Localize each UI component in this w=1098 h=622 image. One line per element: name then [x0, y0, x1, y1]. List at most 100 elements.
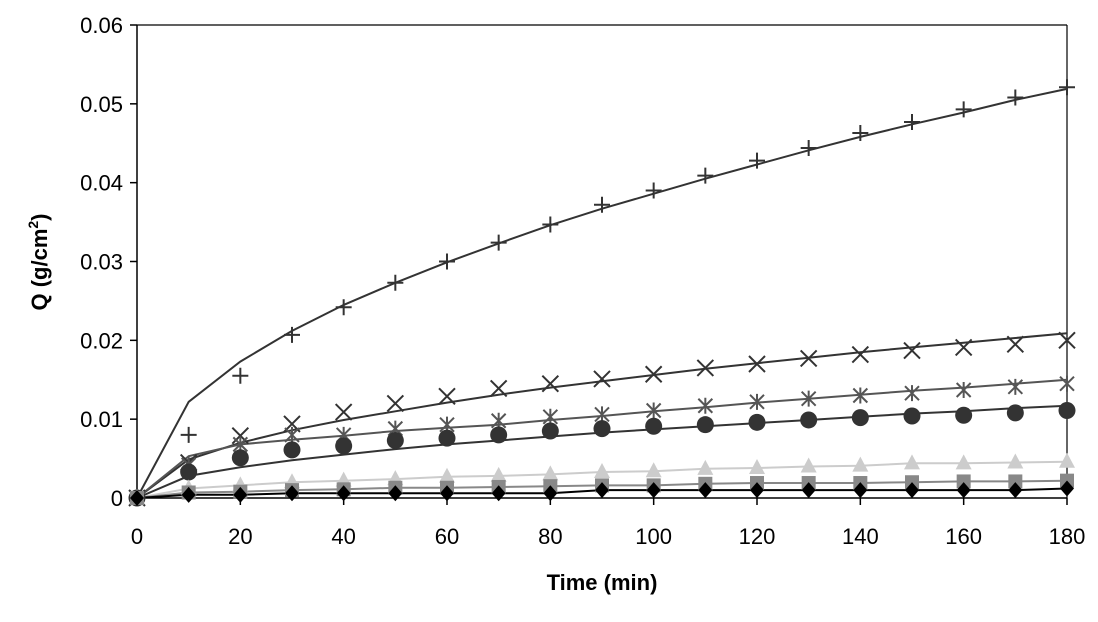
diamond-marker — [956, 482, 971, 499]
series-diamond — [130, 480, 1074, 506]
circle-marker — [645, 417, 663, 435]
plus-marker — [594, 196, 610, 213]
triangle-marker — [1007, 453, 1024, 469]
plus-marker — [697, 167, 714, 184]
cross-marker — [489, 379, 508, 398]
diamond-marker — [336, 485, 351, 502]
diamond-marker — [181, 486, 196, 503]
data-markers — [128, 79, 1076, 507]
triangle-marker — [800, 457, 817, 473]
cross-marker — [593, 370, 611, 388]
plus-marker — [852, 125, 869, 142]
x-tick-label: 160 — [945, 524, 982, 549]
plus-marker — [1059, 79, 1075, 96]
triangle-marker — [852, 456, 869, 472]
asterisk-marker — [852, 387, 869, 404]
x-tick-label: 20 — [228, 524, 252, 549]
asterisk-marker — [697, 397, 714, 414]
y-tick-label: 0.01 — [80, 407, 123, 432]
circle-marker — [1006, 404, 1024, 422]
circle-marker — [593, 420, 611, 438]
plus-marker — [749, 152, 765, 169]
diamond-marker — [543, 485, 558, 502]
cross-marker — [334, 403, 353, 421]
asterisk-marker — [904, 385, 920, 402]
plus-marker — [232, 367, 249, 384]
diamond-marker — [698, 482, 713, 499]
circle-marker — [180, 463, 198, 481]
y-axis-ticks: 0 0.01 0.02 0.03 0.04 0.05 0.06 — [80, 13, 137, 511]
triangle-marker — [955, 454, 972, 470]
diamond-marker — [595, 482, 609, 499]
cross-marker — [541, 374, 560, 393]
triangle-marker — [1059, 452, 1075, 468]
diamond-marker — [491, 485, 506, 502]
asterisk-marker — [1007, 378, 1024, 395]
diamond-marker — [853, 482, 868, 499]
triangle-marker — [594, 462, 610, 478]
circle-marker — [696, 416, 714, 434]
diamond-marker — [388, 485, 403, 502]
plus-marker — [387, 274, 404, 291]
asterisk-marker — [284, 426, 300, 443]
triangle-marker — [542, 465, 559, 481]
circle-marker — [335, 437, 353, 455]
asterisk-marker — [749, 393, 765, 410]
x-axis-ticks: 0 20 40 60 80 100 120 140 160 180 — [131, 498, 1085, 549]
x-tick-label: 0 — [131, 524, 143, 549]
diamond-marker — [646, 482, 661, 499]
diamond-marker — [1060, 480, 1074, 497]
y-tick-label: 0.06 — [80, 13, 123, 38]
cross-marker — [386, 394, 405, 413]
x-tick-label: 80 — [538, 524, 562, 549]
circle-marker — [748, 413, 766, 431]
diamond-marker — [440, 485, 454, 502]
y-tick-label: 0 — [111, 486, 123, 511]
plus-marker — [645, 182, 662, 199]
asterisk-marker — [955, 381, 972, 398]
triangle-marker — [697, 459, 714, 475]
cross-marker — [851, 345, 870, 364]
circle-marker — [438, 429, 456, 447]
triangle-marker — [904, 454, 920, 470]
triangle-marker — [439, 467, 455, 483]
circle-marker — [1058, 401, 1076, 419]
asterisk-marker — [490, 412, 507, 429]
square-marker — [1008, 474, 1023, 489]
asterisk-marker — [594, 406, 610, 423]
plus-marker — [904, 113, 920, 130]
series-asterisk — [129, 375, 1075, 506]
y-tick-label: 0.03 — [80, 250, 123, 275]
circle-marker — [851, 409, 869, 427]
triangle-marker — [490, 466, 507, 482]
x-tick-label: 140 — [842, 524, 879, 549]
series-cross — [128, 331, 1076, 507]
asterisk-marker — [645, 402, 662, 419]
diamond-marker — [233, 486, 248, 503]
x-tick-label: 40 — [331, 524, 355, 549]
cross-marker — [231, 427, 250, 445]
cross-marker — [1006, 335, 1025, 353]
plus-marker — [490, 234, 507, 251]
x-axis-title: Time (min) — [547, 570, 658, 595]
circle-marker — [541, 422, 559, 440]
circle-marker — [283, 441, 301, 459]
circle-marker — [490, 426, 508, 444]
diamond-marker — [1008, 482, 1023, 499]
square-marker — [956, 474, 971, 489]
cross-marker — [748, 355, 766, 373]
diamond-marker — [801, 482, 816, 499]
plus-marker — [800, 139, 817, 156]
asterisk-marker — [800, 390, 817, 407]
x-tick-label: 60 — [435, 524, 459, 549]
asterisk-marker — [542, 408, 559, 425]
diamond-marker — [130, 490, 144, 506]
asterisk-marker — [1059, 375, 1075, 392]
plus-marker — [335, 299, 352, 316]
cross-marker — [696, 359, 715, 377]
plus-marker — [439, 253, 455, 270]
x-tick-label: 180 — [1049, 524, 1086, 549]
plus-marker — [180, 426, 197, 443]
cross-marker — [954, 338, 973, 357]
